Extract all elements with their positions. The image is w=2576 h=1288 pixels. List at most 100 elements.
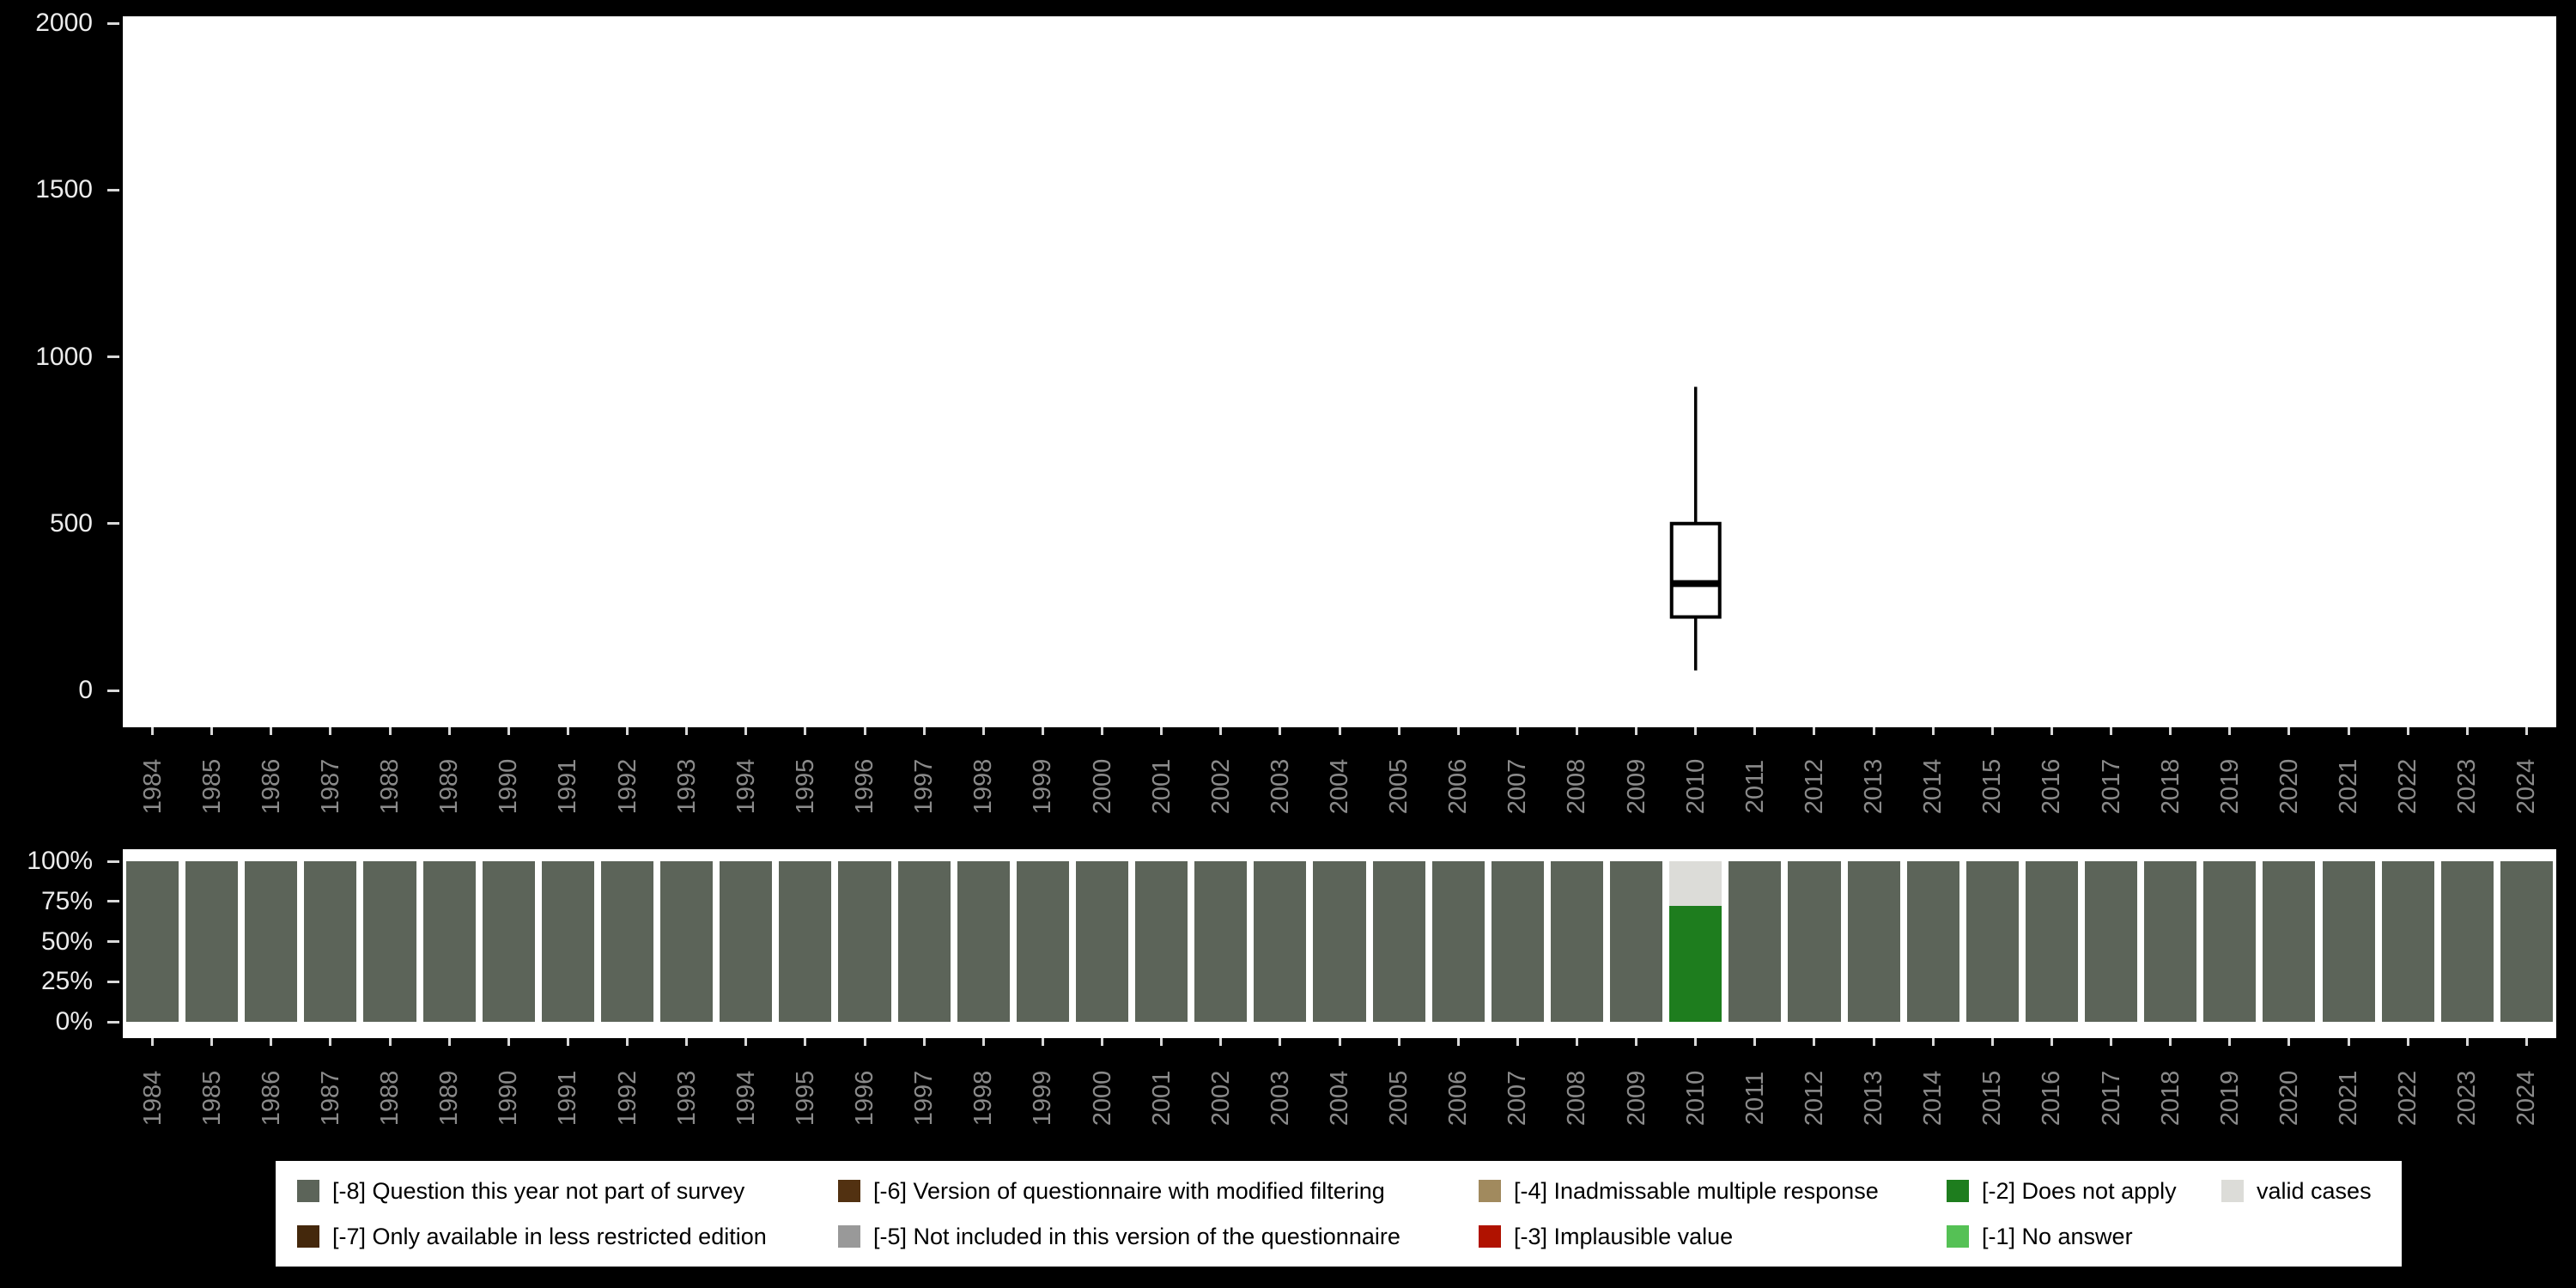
x-axis-year-label: 2002 — [1206, 1070, 1235, 1127]
stacked-bar-2012 — [1788, 861, 1841, 1022]
x-axis-tick — [1694, 727, 1698, 735]
bar-segment — [2144, 861, 2197, 1022]
x-axis-year-label: 2014 — [1919, 1070, 1947, 1127]
boxplot — [1669, 386, 1722, 671]
x-axis-tick — [2465, 727, 2469, 735]
bar-segment — [660, 861, 714, 1022]
x-axis-year-label: 1996 — [851, 1070, 879, 1127]
x-axis-tick — [270, 1038, 273, 1046]
stacked-bar-2004 — [1313, 861, 1366, 1022]
legend-item: [-7] Only available in less restricted e… — [297, 1222, 767, 1251]
bar-segment — [304, 861, 357, 1022]
x-axis-tick — [1456, 1038, 1460, 1046]
x-axis-year-label: 1994 — [732, 1070, 760, 1127]
x-axis-tick — [151, 727, 155, 735]
x-axis-tick — [1219, 1038, 1223, 1046]
legend-item-label: valid cases — [2257, 1177, 2372, 1204]
x-axis-tick — [1635, 1038, 1638, 1046]
x-axis-tick — [2406, 1038, 2409, 1046]
x-axis-tick — [804, 727, 807, 735]
stacked-bar-2015 — [1965, 861, 2019, 1022]
legend-item: [-4] Inadmissable multiple response — [1479, 1176, 1879, 1206]
x-axis-tick — [626, 727, 629, 735]
x-axis-year-label: 2005 — [1385, 758, 1413, 815]
stacked-bar-2019 — [2203, 861, 2257, 1022]
bar-segment — [1372, 861, 1425, 1022]
x-axis-year-label: 2000 — [1088, 758, 1116, 815]
bar-segment — [245, 861, 298, 1022]
x-axis-tick — [1338, 727, 1341, 735]
x-axis-tick — [1397, 727, 1400, 735]
x-axis-tick — [1990, 1038, 1994, 1046]
x-axis-year-label: 1987 — [316, 758, 344, 815]
x-axis-tick — [1990, 727, 1994, 735]
x-axis-year-label: 1994 — [732, 758, 760, 815]
legend-item-label: [-6] Version of questionnaire with modif… — [873, 1177, 1385, 1204]
stacked-bar-1988 — [363, 861, 416, 1022]
stacked-bar-2010 — [1669, 861, 1722, 1022]
y-axis-tick — [107, 860, 119, 863]
boxplot-y-axis-label: 2000 — [35, 9, 93, 37]
boxplot-box — [1669, 521, 1722, 619]
x-axis-tick — [1516, 1038, 1519, 1046]
bar-segment — [1194, 861, 1248, 1022]
legend-swatch-icon — [297, 1225, 319, 1248]
x-axis-tick — [1279, 727, 1282, 735]
legend: [-8] Question this year not part of surv… — [276, 1161, 2402, 1267]
boxplot-panel — [123, 16, 2556, 727]
x-axis-year-label: 1995 — [791, 758, 819, 815]
x-axis-tick — [1101, 727, 1103, 735]
x-axis-year-label: 2016 — [2038, 1070, 2066, 1127]
x-axis-tick — [566, 727, 569, 735]
stacked-bar-1997 — [897, 861, 951, 1022]
percent-axis-label: 25% — [40, 967, 93, 996]
bar-segment — [1313, 861, 1366, 1022]
x-axis-tick — [1694, 1038, 1698, 1046]
stacked-bar-2018 — [2144, 861, 2197, 1022]
bar-segment — [2381, 861, 2434, 1022]
boxplot-y-axis-label: 1000 — [35, 342, 93, 371]
missing-values-panel — [123, 849, 2556, 1038]
percent-axis-label: 100% — [27, 847, 93, 875]
y-axis-tick — [107, 188, 119, 191]
bar-segment — [600, 861, 654, 1022]
stacked-bar-2021 — [2322, 861, 2375, 1022]
x-axis-year-label: 2008 — [1563, 758, 1591, 815]
x-axis-tick — [1872, 1038, 1875, 1046]
stacked-bar-1987 — [304, 861, 357, 1022]
x-axis-year-label: 1999 — [1029, 1070, 1057, 1127]
x-axis-tick — [685, 727, 689, 735]
x-axis-tick — [626, 1038, 629, 1046]
bar-segment — [2085, 861, 2138, 1022]
bar-segment — [1491, 861, 1544, 1022]
x-axis-tick — [2110, 1038, 2113, 1046]
stacked-bar-1992 — [600, 861, 654, 1022]
x-axis-year-label: 2010 — [1681, 758, 1710, 815]
bar-segment — [1431, 861, 1485, 1022]
legend-item-label: [-2] Does not apply — [1982, 1177, 2177, 1204]
stacked-bar-1986 — [245, 861, 298, 1022]
bar-segment — [720, 861, 773, 1022]
x-axis-year-label: 2022 — [2394, 758, 2422, 815]
bar-segment — [2322, 861, 2375, 1022]
x-axis-year-label: 2018 — [2156, 1070, 2184, 1127]
bar-segment — [1610, 861, 1663, 1022]
legend-swatch-icon — [1479, 1225, 1501, 1248]
x-axis-year-label: 2013 — [1860, 1070, 1888, 1127]
x-axis-year-label: 1987 — [316, 1070, 344, 1127]
legend-swatch-icon — [1947, 1180, 1969, 1202]
x-axis-tick — [2347, 1038, 2350, 1046]
x-axis-tick — [922, 727, 926, 735]
x-axis-tick — [1219, 727, 1223, 735]
x-axis-year-label: 1986 — [257, 758, 285, 815]
x-axis-tick — [1575, 727, 1578, 735]
x-axis-year-label: 2010 — [1681, 1070, 1710, 1127]
x-axis-tick — [566, 1038, 569, 1046]
x-axis-year-label: 2005 — [1385, 1070, 1413, 1127]
x-axis-year-label: 1993 — [672, 758, 701, 815]
x-axis-tick — [1516, 727, 1519, 735]
x-axis-tick — [2228, 727, 2232, 735]
stacked-bar-2014 — [1906, 861, 1959, 1022]
x-axis-year-label: 2009 — [1622, 1070, 1650, 1127]
x-axis-year-label: 2006 — [1444, 758, 1473, 815]
